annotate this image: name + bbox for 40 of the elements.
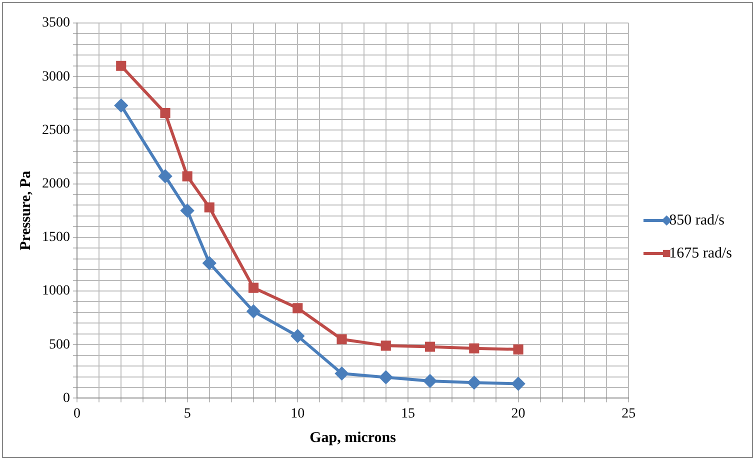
x-tick-label: 5 — [184, 406, 191, 422]
point — [202, 256, 216, 270]
point — [424, 374, 437, 388]
point — [291, 330, 304, 343]
y-tick-label: 500 — [49, 337, 70, 352]
y-axis-title: Pressure, Pa — [18, 170, 34, 250]
legend-label: 850 rad/s — [669, 212, 725, 228]
legend-label: 1675 rad/s — [669, 245, 732, 262]
point — [180, 204, 194, 218]
x-axis-title: Gap, microns — [310, 430, 396, 446]
y-tick-label: 3500 — [42, 16, 70, 31]
y-tick-label: 2500 — [42, 122, 70, 138]
y-tick-label: 2000 — [42, 176, 70, 192]
y-tick-label: 0 — [63, 390, 70, 406]
x-tick-label: 15 — [400, 406, 415, 422]
point — [116, 60, 126, 71]
point — [182, 171, 192, 182]
point — [160, 108, 170, 118]
x-tick-label: 25 — [622, 406, 636, 422]
y-tick-label: 1500 — [42, 230, 70, 246]
point — [379, 370, 392, 384]
point — [114, 99, 128, 112]
point — [336, 334, 347, 344]
point — [469, 343, 480, 354]
point — [335, 367, 348, 380]
x-tick-label: 0 — [74, 406, 80, 422]
y-tick-label: 3000 — [42, 69, 70, 84]
point — [292, 303, 303, 314]
point — [158, 170, 172, 183]
point — [248, 282, 259, 293]
point — [247, 304, 260, 318]
point — [204, 202, 214, 212]
point — [468, 376, 481, 390]
y-tick-label: 1000 — [42, 284, 70, 299]
x-tick-label: 20 — [511, 406, 526, 422]
point — [424, 342, 436, 352]
point — [380, 340, 391, 351]
point — [513, 344, 524, 354]
point — [512, 377, 525, 390]
x-tick-label: 10 — [290, 406, 305, 422]
